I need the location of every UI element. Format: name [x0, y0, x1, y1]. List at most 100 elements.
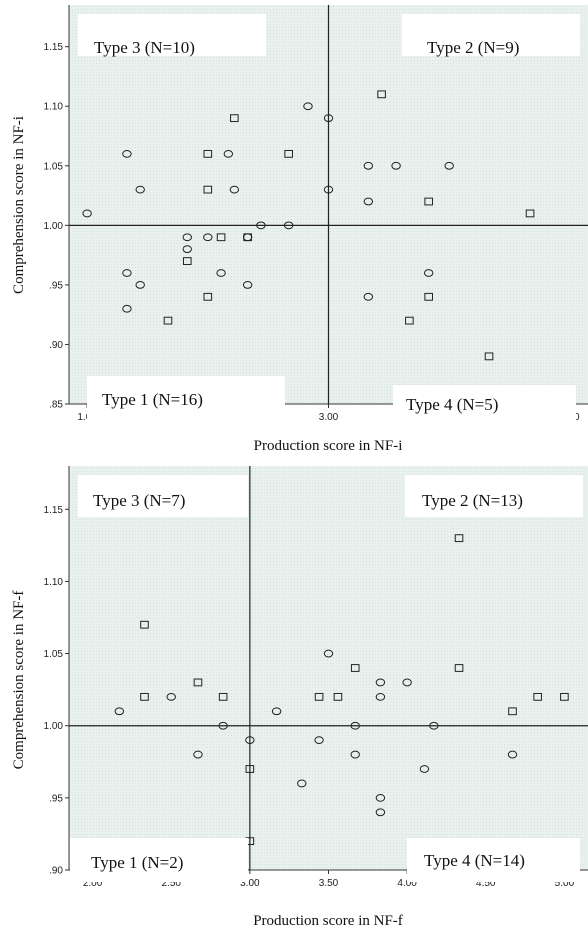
data-point-square — [284, 149, 293, 158]
data-point-circle — [323, 185, 334, 194]
label-type1-nf-f: Type 1 (N=2) — [91, 853, 183, 872]
data-point-square — [424, 292, 433, 301]
data-point-square — [216, 233, 226, 242]
y-tick-label: .90 — [49, 866, 63, 877]
data-point-circle — [216, 269, 226, 277]
y-tick-label: .95 — [49, 280, 63, 291]
x-tick-label: 3.00 — [240, 878, 260, 889]
data-point-square — [424, 197, 433, 206]
data-point-circle — [182, 245, 192, 254]
data-point-circle — [166, 692, 176, 701]
data-point-circle — [363, 197, 374, 206]
chart-nf-i-marks: .85.90.951.001.051.101.151.002.003.004.0… — [44, 5, 588, 423]
quadrant-labels-nf-f: Type 3 (N=7) Type 2 (N=13) Type 1 (N=2) … — [70, 475, 583, 882]
chart-nf-i: .85.90.951.001.051.101.151.002.003.004.0… — [11, 5, 588, 454]
data-point-circle — [229, 185, 240, 194]
data-point-circle — [242, 280, 253, 289]
data-point-square — [193, 678, 203, 687]
label-box-bottom-right-nf-f — [407, 838, 580, 882]
x-axis-title-nf-f: Production score in NF-f — [253, 913, 403, 929]
x-axis-title-nf-i: Production score in NF-i — [254, 438, 403, 454]
label-type1-nf-i: Type 1 (N=16) — [102, 390, 203, 409]
data-point-circle — [223, 149, 234, 158]
data-point-circle — [375, 692, 386, 701]
data-point-circle — [245, 736, 255, 745]
label-box-top-right-nf-i — [402, 14, 580, 56]
y-tick-label: 1.10 — [44, 102, 64, 113]
data-point-square — [203, 149, 213, 158]
data-point-square — [333, 692, 343, 701]
data-point-circle — [182, 233, 192, 242]
data-point-square — [454, 534, 464, 543]
data-point-square — [203, 292, 213, 301]
data-point-circle — [350, 750, 360, 759]
data-point-circle — [375, 678, 386, 687]
data-point-circle — [218, 721, 228, 730]
x-tick-label: 2.50 — [161, 878, 181, 889]
x-tick-label: 5.00 — [555, 878, 575, 889]
data-point-square — [163, 316, 173, 325]
data-point-square — [230, 114, 239, 123]
data-point-square — [484, 352, 494, 361]
data-point-circle — [256, 221, 266, 230]
data-point-square — [314, 692, 324, 701]
data-point-circle — [297, 779, 307, 788]
data-point-circle — [402, 678, 412, 687]
data-point-circle — [122, 269, 132, 277]
y-tick-label: 1.15 — [44, 505, 64, 516]
data-point-circle — [350, 721, 360, 730]
label-type3-nf-f: Type 3 (N=7) — [93, 491, 185, 510]
y-tick-label: 1.10 — [44, 577, 64, 588]
label-box-bottom-right-nf-i — [393, 385, 576, 422]
data-point-square — [377, 90, 386, 99]
data-point-square — [533, 692, 542, 701]
data-point-square — [525, 209, 535, 218]
data-point-circle — [122, 149, 132, 158]
data-point-circle — [135, 280, 145, 289]
data-point-square — [182, 257, 192, 265]
data-point-circle — [419, 765, 430, 773]
data-point-circle — [507, 750, 518, 759]
y-tick-label: 1.05 — [44, 161, 64, 172]
data-point-square — [350, 664, 360, 672]
x-tick-label: 3.00 — [319, 412, 339, 423]
label-box-top-right-nf-f — [405, 475, 583, 517]
x-tick-label: 4.50 — [476, 878, 496, 889]
data-point-circle — [82, 209, 92, 218]
plot-area-nf-f — [69, 466, 588, 870]
data-point-square — [140, 692, 149, 701]
x-tick-label: 2.00 — [83, 878, 103, 889]
data-point-circle — [122, 304, 132, 313]
data-point-circle — [444, 161, 454, 170]
y-tick-label: 1.00 — [44, 721, 64, 732]
data-point-circle — [323, 114, 334, 123]
data-point-square — [245, 765, 255, 773]
y-axis-title-nf-i: Comprehension score in NF-i — [11, 116, 27, 294]
data-point-square — [405, 316, 414, 325]
data-point-circle — [193, 750, 203, 759]
label-box-top-left-nf-i — [78, 14, 266, 56]
y-tick-label: .95 — [49, 793, 63, 804]
data-point-circle — [375, 793, 386, 802]
data-point-square — [140, 620, 149, 629]
data-point-circle — [303, 102, 313, 111]
quadrant-labels-nf-i: Type 3 (N=10) Type 2 (N=9) Type 1 (N=16)… — [78, 14, 580, 422]
y-tick-label: .90 — [49, 340, 63, 351]
x-tick-label: 3.50 — [319, 878, 339, 889]
data-point-circle — [203, 233, 213, 242]
data-point-square — [218, 692, 228, 701]
label-type3-nf-i: Type 3 (N=10) — [94, 38, 195, 57]
label-box-top-left-nf-f — [78, 475, 248, 517]
data-point-circle — [135, 185, 145, 194]
data-point-circle — [283, 221, 294, 230]
data-point-circle — [363, 292, 374, 301]
data-point-circle — [114, 707, 125, 716]
data-point-square — [508, 707, 517, 716]
data-point-circle — [363, 161, 374, 170]
data-point-circle — [323, 649, 334, 658]
data-point-circle — [423, 269, 434, 277]
label-type2-nf-f: Type 2 (N=13) — [422, 491, 523, 510]
data-point-circle — [271, 707, 282, 716]
data-point-circle — [314, 736, 324, 745]
chart-nf-f: .90 .95 1.00 1.05 1.10 1.15 2.00 2.50 3.00 3.50 4.… — [11, 466, 588, 929]
